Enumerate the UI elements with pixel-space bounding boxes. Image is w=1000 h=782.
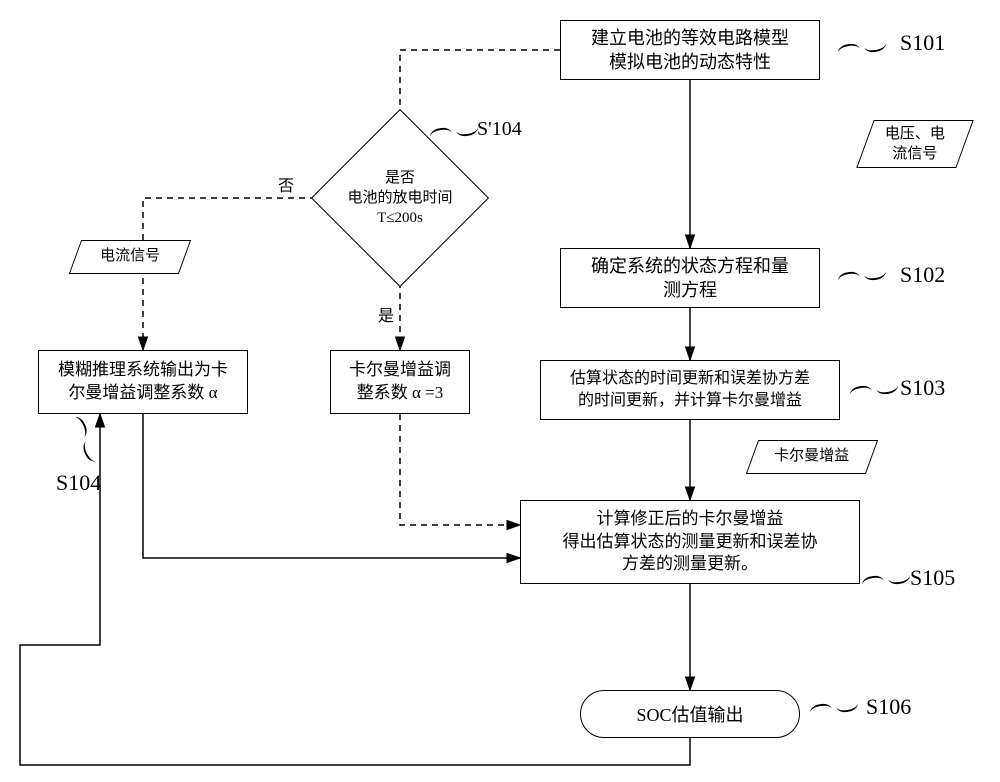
edge-s104-s105 bbox=[143, 414, 520, 558]
node-s105: 计算修正后的卡尔曼增益 得出估算状态的测量更新和误差协 方差的测量更新。 bbox=[520, 500, 860, 584]
flowchart-canvas: 建立电池的等效电路模型 模拟电池的动态特性 S101 电压、电 流信号 确定系统… bbox=[0, 0, 1000, 782]
node-s106-text: SOC估值输出 bbox=[636, 701, 743, 727]
edge-alpha3-s105 bbox=[400, 414, 520, 525]
node-s104: 模糊推理系统输出为卡 尔曼增益调整系数 α bbox=[38, 350, 248, 414]
squiggle-s104 bbox=[71, 413, 101, 464]
step-label-sp104: S'104 bbox=[477, 118, 522, 141]
io-voltage-current: 电压、电 流信号 bbox=[856, 120, 973, 168]
node-s101-line2: 模拟电池的动态特性 bbox=[591, 50, 789, 74]
io-vi-l2: 流信号 bbox=[885, 144, 945, 164]
node-alpha3-line1: 卡尔曼增益调 bbox=[349, 359, 451, 382]
squiggle-s106 bbox=[810, 698, 858, 716]
node-s104-line2: 尔曼增益调整系数 α bbox=[58, 382, 228, 405]
node-s102-line1: 确定系统的状态方程和量 bbox=[591, 254, 789, 278]
node-s106: SOC估值输出 bbox=[580, 690, 800, 738]
node-alpha3-line2: 整系数 α =3 bbox=[349, 382, 451, 405]
edge-decision-no-s104 bbox=[143, 198, 338, 350]
node-s103-line2: 的时间更新，并计算卡尔曼增益 bbox=[570, 390, 810, 412]
decision-line2: 电池的放电时间 bbox=[347, 188, 452, 208]
node-s105-line2: 得出估算状态的测量更新和误差协 bbox=[563, 531, 818, 554]
squiggle-sp104 bbox=[430, 122, 478, 140]
io-kalman-gain: 卡尔曼增益 bbox=[746, 440, 878, 474]
node-s103-line1: 估算状态的时间更新和误差协方差 bbox=[570, 368, 810, 390]
squiggle-s105 bbox=[862, 570, 910, 588]
step-label-s104: S104 bbox=[56, 470, 101, 496]
node-s102-line2: 测方程 bbox=[591, 278, 789, 302]
squiggle-s102 bbox=[838, 266, 886, 284]
node-s102: 确定系统的状态方程和量 测方程 bbox=[560, 248, 820, 308]
node-s101-line1: 建立电池的等效电路模型 bbox=[591, 26, 789, 50]
step-label-s105: S105 bbox=[910, 565, 955, 591]
io-kgain-text: 卡尔曼增益 bbox=[774, 447, 849, 467]
decision-line3: T≤200s bbox=[347, 208, 452, 228]
node-alpha3: 卡尔曼增益调 整系数 α =3 bbox=[330, 350, 470, 414]
squiggle-s101 bbox=[838, 38, 886, 56]
branch-no: 否 bbox=[278, 172, 294, 196]
decision-line1: 是否 bbox=[347, 168, 452, 188]
io-current: 电流信号 bbox=[69, 240, 191, 274]
node-s105-line1: 计算修正后的卡尔曼增益 bbox=[563, 508, 818, 531]
step-label-s101: S101 bbox=[900, 30, 945, 56]
node-s105-line3: 方差的测量更新。 bbox=[563, 553, 818, 576]
step-label-s103: S103 bbox=[900, 375, 945, 401]
node-s104-line1: 模糊推理系统输出为卡 bbox=[58, 359, 228, 382]
node-s101: 建立电池的等效电路模型 模拟电池的动态特性 bbox=[560, 20, 820, 80]
branch-yes: 是 bbox=[378, 302, 394, 326]
io-current-text: 电流信号 bbox=[100, 247, 160, 267]
squiggle-s103 bbox=[850, 380, 898, 398]
step-label-s102: S102 bbox=[900, 262, 945, 288]
node-s103: 估算状态的时间更新和误差协方差 的时间更新，并计算卡尔曼增益 bbox=[540, 360, 840, 420]
step-label-s106: S106 bbox=[866, 694, 911, 720]
io-vi-l1: 电压、电 bbox=[885, 125, 945, 145]
